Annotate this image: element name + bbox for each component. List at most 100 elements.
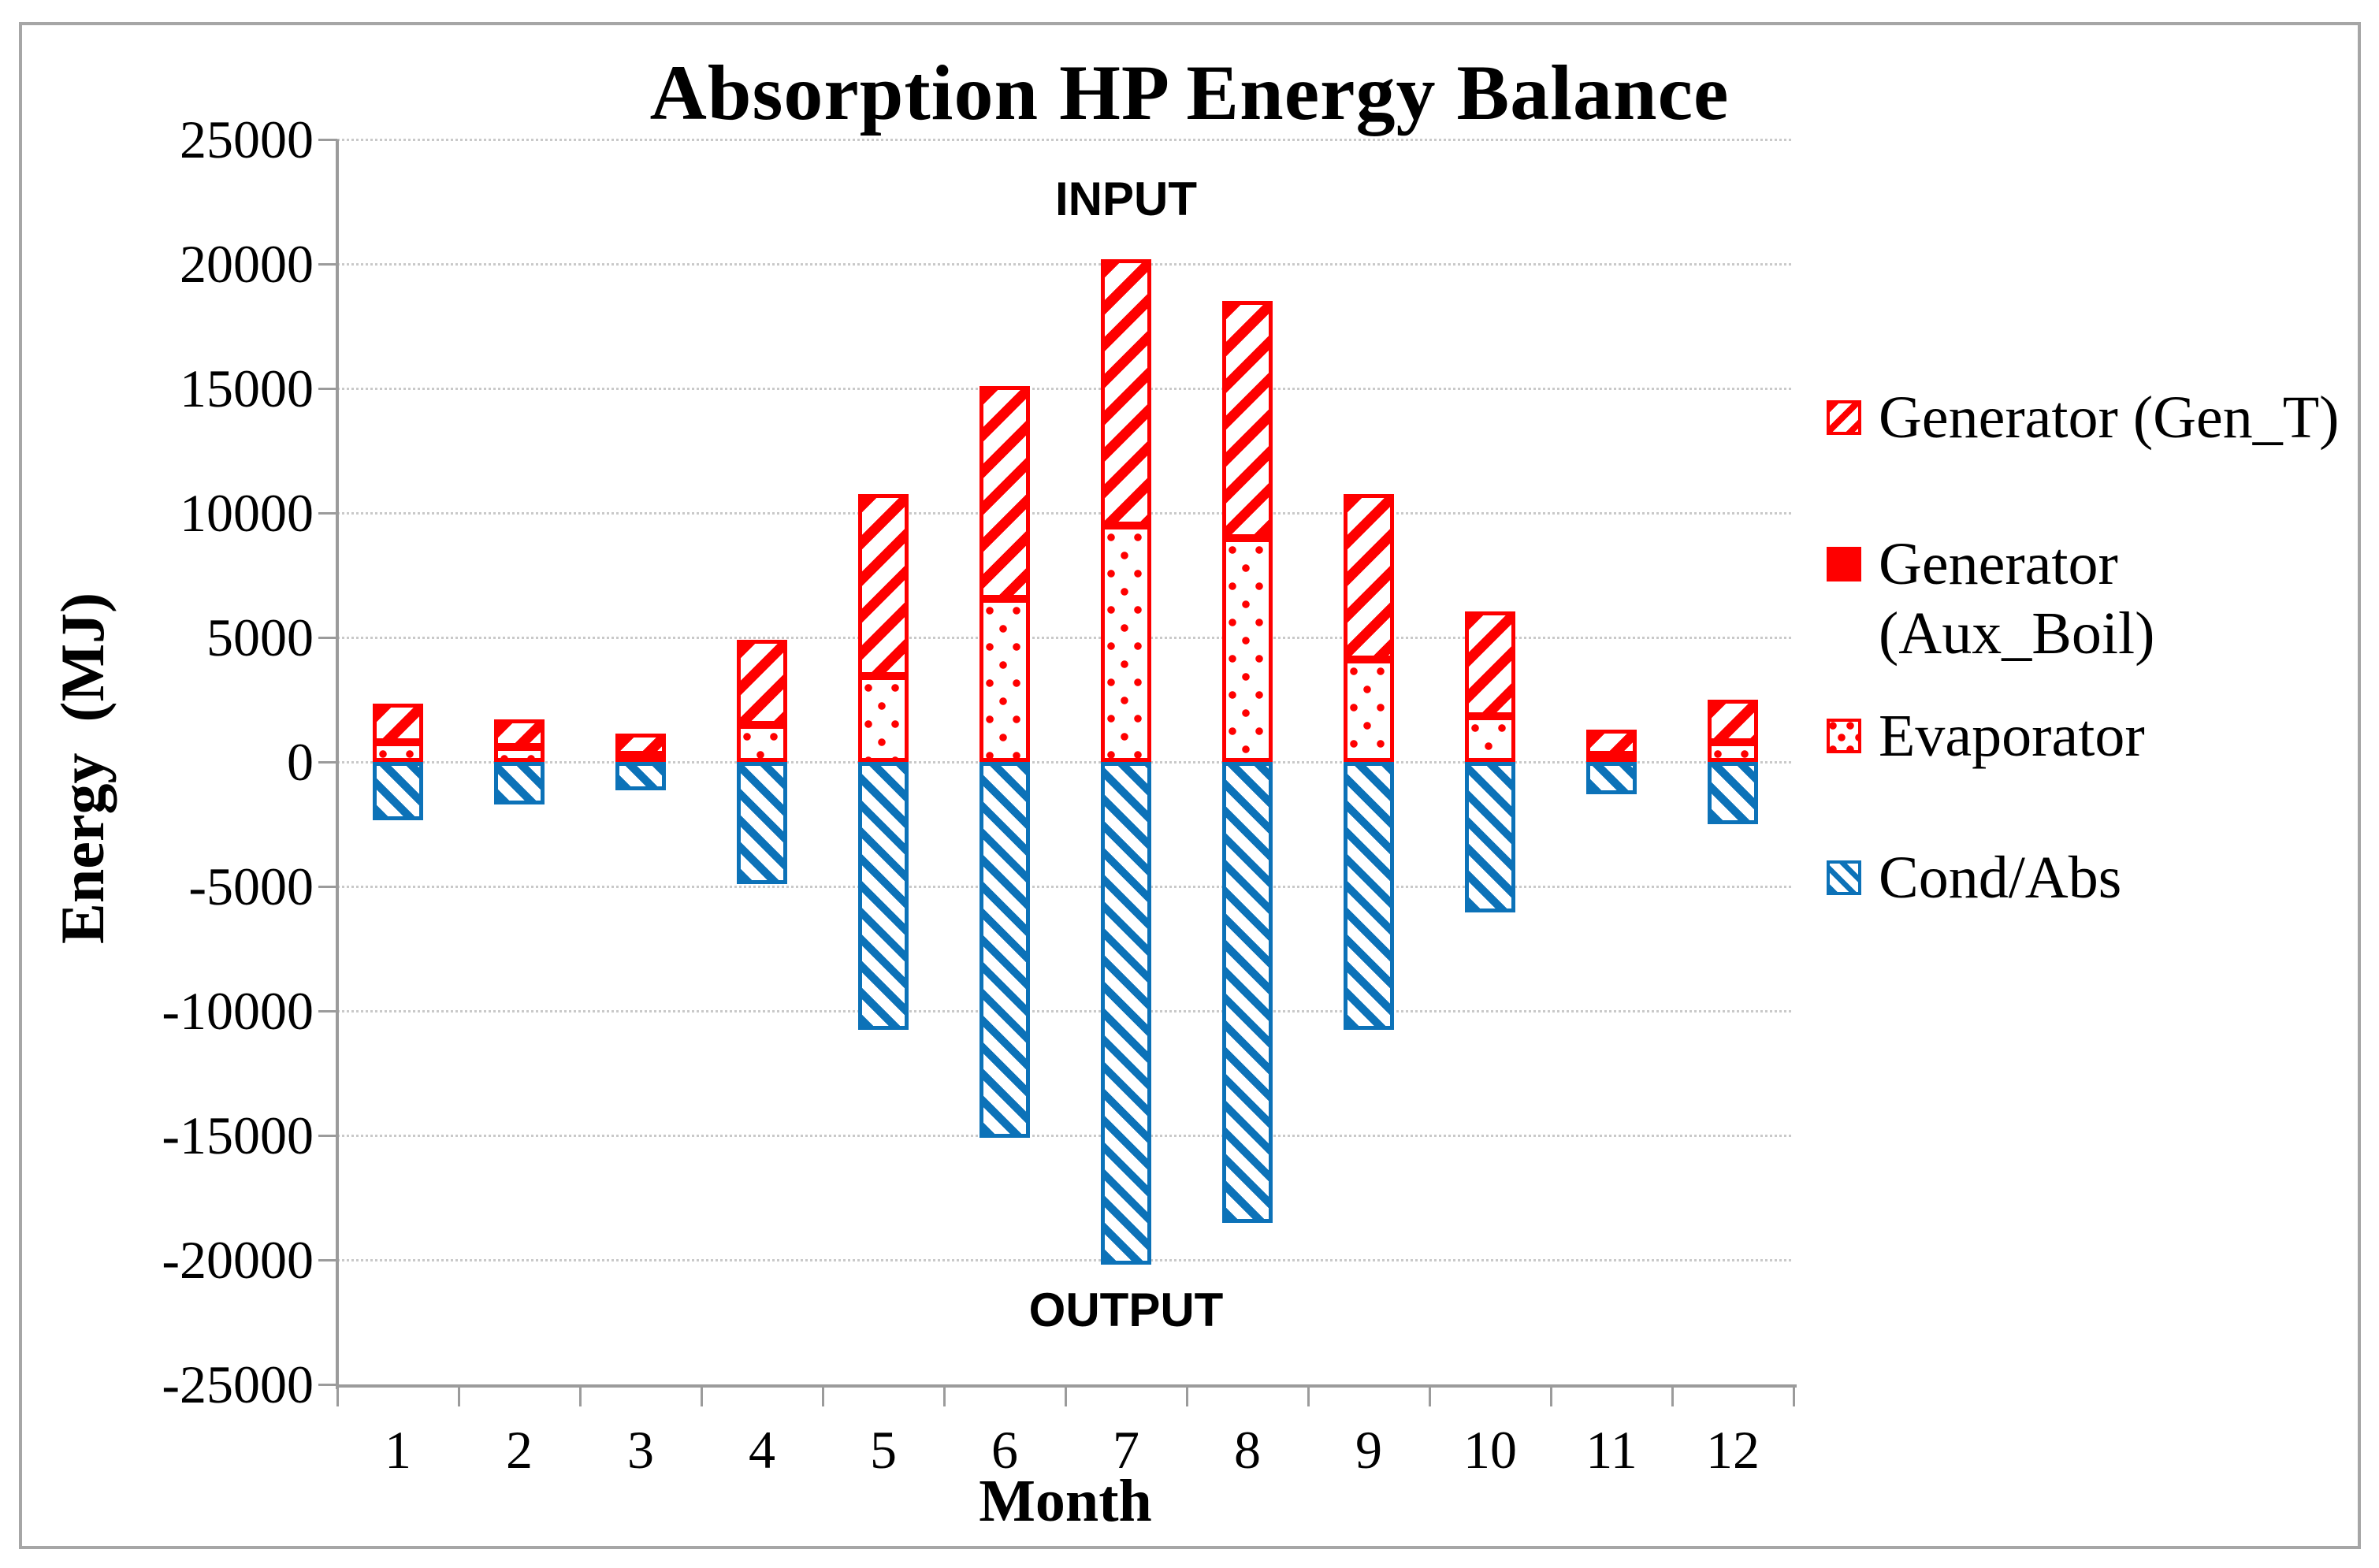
y-tick-20000: [318, 262, 337, 266]
bar-month-5-gen_t: [858, 494, 909, 676]
bar-month-8-evaporator: [1222, 537, 1273, 762]
bar-month-5-evaporator: [858, 675, 909, 762]
bar-month-2-cond_abs: [494, 762, 545, 804]
bar-month-1-cond_abs: [373, 762, 423, 821]
x-tick-label-12: 12: [1706, 1420, 1760, 1480]
y-axis-line: [336, 139, 339, 1389]
bar-month-9-cond_abs: [1344, 762, 1394, 1030]
bar-month-9-evaporator: [1344, 660, 1394, 762]
legend-label-gen_t: Generator (Gen_T): [1879, 385, 2340, 451]
bar-month-10-gen_t: [1465, 611, 1515, 716]
gridline--10000: [337, 1010, 1791, 1013]
bar-month-3-gen_t: [615, 733, 666, 755]
x-tick-5: [942, 1386, 946, 1406]
legend-label-evaporator: Evaporator: [1879, 703, 2145, 769]
x-tick-10: [1549, 1386, 1552, 1406]
gridline-20000: [337, 263, 1791, 266]
legend-label-aux_boil: Generator (Aux_Boil): [1879, 531, 2155, 667]
bar-month-12-evaporator: [1708, 741, 1758, 762]
y-tick-label-0: 0: [287, 732, 314, 792]
y-tick-label--10000: -10000: [162, 981, 314, 1041]
bar-month-5-cond_abs: [858, 762, 909, 1030]
gridline--15000: [337, 1135, 1791, 1137]
x-tick-label-3: 3: [627, 1420, 654, 1480]
gridline-5000: [337, 637, 1791, 639]
y-tick-label--5000: -5000: [188, 856, 314, 916]
y-tick--25000: [318, 1383, 337, 1386]
bar-month-9-gen_t: [1344, 494, 1394, 660]
bar-month-2-gen_t: [494, 719, 545, 748]
legend-swatch-evaporator: [1827, 719, 1861, 753]
bar-month-4-gen_t: [737, 640, 787, 725]
input-annotation: INPUT: [1055, 173, 1197, 225]
bar-month-12-cond_abs: [1708, 762, 1758, 824]
bar-month-1-evaporator: [373, 741, 423, 762]
x-tick-label-9: 9: [1355, 1420, 1382, 1480]
x-tick-label-7: 7: [1113, 1420, 1139, 1480]
x-tick-0: [336, 1386, 339, 1406]
bar-month-3-cond_abs: [615, 762, 666, 791]
bar-month-12-gen_t: [1708, 700, 1758, 742]
bar-month-11-evaporator: [1586, 754, 1637, 763]
legend-item-gen_t: Generator (Gen_T): [1827, 383, 2379, 452]
gridline-10000: [337, 512, 1791, 515]
legend-swatch-gen_t: [1827, 400, 1861, 435]
y-tick--5000: [318, 885, 337, 888]
legend-swatch-aux_boil: [1827, 547, 1861, 581]
x-tick-4: [821, 1386, 824, 1406]
bar-month-3-evaporator: [615, 754, 666, 763]
y-tick-0: [318, 760, 337, 764]
legend-swatch-cond_abs: [1827, 860, 1861, 895]
bar-month-7-cond_abs: [1101, 762, 1151, 1265]
x-tick-1: [457, 1386, 460, 1406]
x-tick-9: [1428, 1386, 1431, 1406]
gridline--5000: [337, 886, 1791, 888]
x-tick-label-1: 1: [385, 1420, 411, 1480]
bar-month-4-cond_abs: [737, 762, 787, 884]
bar-month-8-gen_t: [1222, 301, 1273, 538]
bar-month-6-gen_t: [979, 385, 1030, 599]
x-tick-6: [1064, 1386, 1067, 1406]
bar-month-4-evaporator: [737, 724, 787, 762]
y-tick--10000: [318, 1009, 337, 1013]
y-tick-label-5000: 5000: [206, 608, 314, 667]
x-tick-12: [1792, 1386, 1795, 1406]
bar-month-8-cond_abs: [1222, 762, 1273, 1223]
x-tick-7: [1185, 1386, 1188, 1406]
figure-border: [19, 22, 2361, 1549]
bar-month-2-evaporator: [494, 747, 545, 762]
bar-month-6-cond_abs: [979, 762, 1030, 1139]
y-tick-label-20000: 20000: [180, 234, 314, 294]
y-tick-label--25000: -25000: [162, 1354, 314, 1414]
y-tick-label--15000: -15000: [162, 1105, 314, 1165]
x-tick-label-8: 8: [1234, 1420, 1261, 1480]
x-tick-3: [700, 1386, 703, 1406]
gridline-25000: [337, 139, 1791, 141]
chart-title: Absorption HP Energy Balance: [649, 49, 1730, 136]
legend-item-aux_boil: Generator (Aux_Boil): [1827, 529, 2379, 668]
bar-month-11-cond_abs: [1586, 762, 1637, 795]
y-tick-25000: [318, 138, 337, 141]
bar-month-7-gen_t: [1101, 258, 1151, 526]
gridline-15000: [337, 388, 1791, 390]
y-tick-label--20000: -20000: [162, 1230, 314, 1290]
legend-item-cond_abs: Cond/Abs: [1827, 843, 2379, 912]
legend-label-cond_abs: Cond/Abs: [1879, 845, 2122, 911]
bar-month-10-evaporator: [1465, 715, 1515, 762]
x-tick-label-4: 4: [749, 1420, 775, 1480]
gridline-0: [337, 761, 1791, 764]
x-tick-label-11: 11: [1585, 1420, 1637, 1480]
bar-month-1-gen_t: [373, 703, 423, 742]
x-tick-label-6: 6: [991, 1420, 1018, 1480]
bar-month-10-cond_abs: [1465, 762, 1515, 913]
x-tick-label-2: 2: [506, 1420, 533, 1480]
y-tick-5000: [318, 636, 337, 639]
bar-month-7-evaporator: [1101, 525, 1151, 762]
output-annotation: OUTPUT: [1028, 1284, 1224, 1336]
x-tick-label-5: 5: [870, 1420, 897, 1480]
x-tick-2: [578, 1386, 582, 1406]
bar-month-6-evaporator: [979, 599, 1030, 762]
x-tick-label-10: 10: [1463, 1420, 1517, 1480]
y-tick-label-15000: 15000: [180, 359, 314, 418]
